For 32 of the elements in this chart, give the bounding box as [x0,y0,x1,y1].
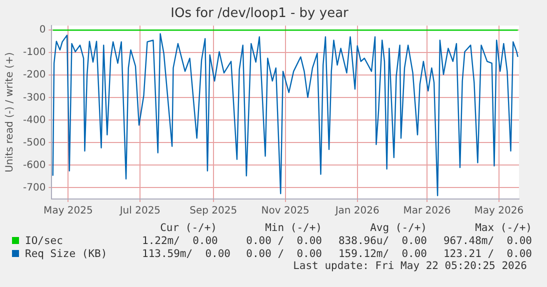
text: 967.48m/ 0.00 [442,235,532,247]
x-tick-label: May 2026 [474,206,524,217]
text: Avg (-/+) [369,222,427,234]
text: Max (-/+) [474,222,532,234]
y-tick-label: -400 [22,114,46,126]
y-tick-label: 0 [39,24,46,36]
text: 1.22m/ 0.00 [142,235,218,247]
y-tick-label: -500 [22,137,46,148]
legend-label: IO/sec [25,235,63,247]
text: Last update: Fri May 22 05:20:25 2026 [292,260,528,272]
y-tick-label: -600 [22,160,46,171]
x-tick-label: Nov 2025 [261,206,310,217]
y-tick-label: -200 [22,70,46,81]
text: 0.00 / 0.00 [245,235,322,247]
y-tick-label: -100 [22,47,46,58]
x-tick-label: Jul 2025 [118,206,161,217]
text: 838.96u/ 0.00 [337,235,427,247]
y-axis-title: Units read (-) / write (+) [4,52,16,172]
legend-label: Req Size (KB) [25,248,108,260]
x-tick-label: Mar 2026 [403,206,451,217]
chart-title: IOs for /dev/loop1 - by year [170,6,350,22]
y-tick-label: -700 [22,182,46,194]
text: Cur (-/+) [159,222,217,234]
x-tick-label: Sep 2025 [190,206,238,217]
y-tick-label: -300 [22,92,46,104]
x-tick-label: Jan 2026 [334,206,380,217]
x-tick-label: May 2025 [44,206,93,217]
text: Min (-/+) [264,222,322,234]
text: 113.59m/ 0.00 [142,248,231,260]
text: 0.00 / 0.00 [246,248,322,260]
text: 159.12m/ 0.00 [337,248,427,260]
text: 123.21 / 0.00 [442,248,532,260]
